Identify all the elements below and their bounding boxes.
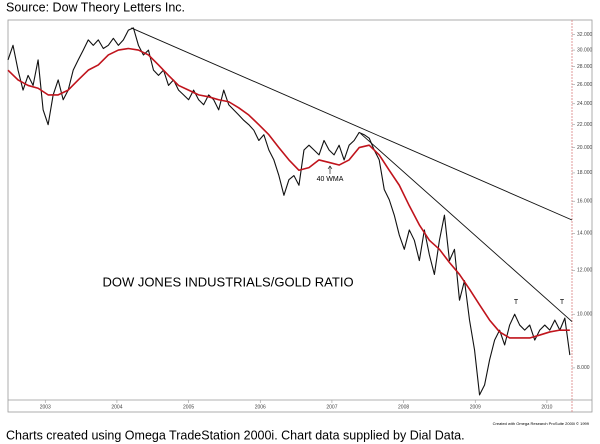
y-tick-label: 10.000 — [577, 312, 593, 318]
y-tick-label: 22.000 — [577, 122, 593, 128]
y-tick-label: 20.000 — [577, 145, 593, 151]
x-tick-label: 2006 — [255, 404, 266, 410]
annotation: T — [514, 299, 519, 306]
x-tick-label: 2005 — [183, 404, 194, 410]
y-tick-label: 16.000 — [577, 199, 593, 205]
x-tick-label: 2010 — [541, 404, 552, 410]
y-tick-label: 30.000 — [577, 47, 593, 53]
y-tick-label: 32.000 — [577, 32, 593, 38]
moving-average — [7, 47, 570, 339]
y-tick-label: 8.000 — [577, 365, 590, 371]
annotation-arrow — [327, 165, 333, 174]
trendline — [131, 27, 573, 221]
source: Source: Dow Theory Letters Inc. — [6, 0, 185, 14]
y-tick-label: 18.000 — [577, 170, 593, 176]
annotation: T — [560, 299, 565, 306]
chart-title: DOW JONES INDUSTRIALS/GOLD RATIO — [102, 274, 353, 289]
y-tick-label: 12.000 — [577, 268, 593, 274]
y-tick-label: 26.000 — [577, 82, 593, 88]
x-tick-label: 2007 — [326, 404, 337, 410]
caption: Charts created using Omega TradeStation … — [6, 428, 465, 442]
trendline — [360, 133, 573, 322]
price-line — [7, 27, 571, 396]
y-tick-label: 24.000 — [577, 101, 593, 107]
x-tick-label: 2003 — [40, 404, 51, 410]
y-tick-label: 28.000 — [577, 64, 593, 70]
y-tick-label: 14.000 — [577, 231, 593, 237]
chart-frame — [7, 19, 593, 413]
x-tick-label: 2009 — [470, 404, 481, 410]
annotation: 40 WMA — [317, 176, 344, 183]
x-tick-label: 2008 — [398, 404, 409, 410]
x-tick-label: 2004 — [111, 404, 122, 410]
credit: Created with Omega Research ProSuite 200… — [493, 421, 590, 426]
